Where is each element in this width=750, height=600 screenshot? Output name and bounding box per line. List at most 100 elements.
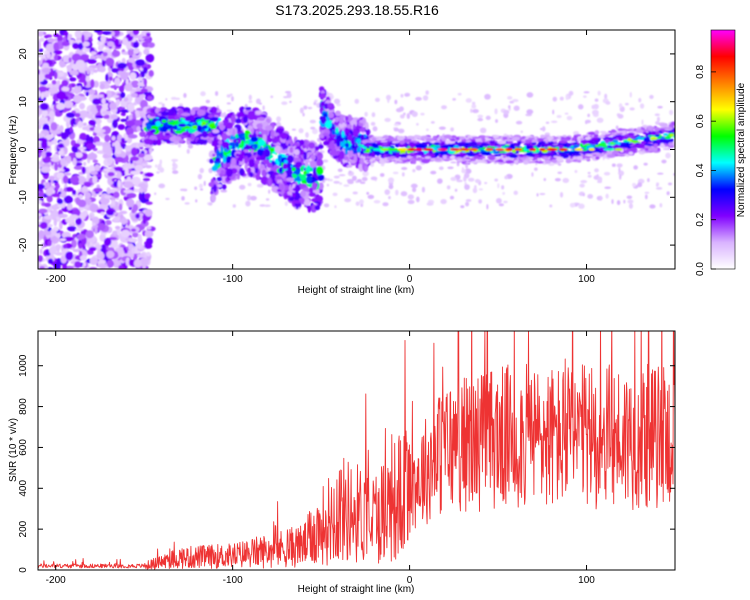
heatmap-cell	[329, 140, 335, 150]
heatmap-cell	[446, 185, 451, 190]
heatmap-cell	[83, 261, 87, 267]
heatmap-cell	[165, 197, 170, 201]
heatmap-cell	[92, 69, 99, 73]
heatmap-cell	[77, 199, 87, 208]
heatmap-cell	[582, 193, 585, 197]
heatmap-cell	[637, 182, 643, 188]
heatmap-cell	[81, 34, 85, 44]
heatmap-cell	[526, 109, 534, 115]
heatmap-cell	[92, 132, 97, 136]
heatmap-cell	[484, 181, 488, 185]
heatmap-cell	[137, 153, 145, 158]
heatmap-cell	[130, 156, 140, 161]
heatmap-cell	[616, 163, 623, 168]
heatmap-cell	[384, 189, 391, 195]
heatmap-cell	[83, 80, 88, 87]
heatmap-cell	[86, 69, 90, 75]
heatmap-cell	[226, 162, 231, 168]
heatmap-cell	[669, 109, 674, 116]
heatmap-cell	[416, 196, 420, 203]
heatmap-cell	[234, 118, 242, 124]
heatmap-cell	[38, 60, 42, 67]
heatmap-cell	[334, 205, 337, 209]
heatmap-cell	[58, 71, 64, 77]
heatmap-cell	[106, 210, 114, 216]
heatmap-cell	[616, 200, 621, 206]
heatmap-cell	[129, 72, 137, 81]
heatmap-cell	[649, 204, 656, 209]
heatmap-cell	[605, 193, 609, 199]
heatmap-cell	[347, 180, 354, 185]
heatmap-cell	[144, 172, 154, 177]
heatmap-cell	[127, 134, 138, 139]
heatmap-cell	[112, 216, 121, 222]
heatmap-cell	[123, 97, 129, 102]
heatmap-cell	[565, 94, 569, 101]
heatmap-cell	[199, 167, 204, 174]
heatmap-cell	[79, 102, 85, 110]
heatmap-cell	[478, 188, 483, 191]
heatmap-cell	[666, 191, 670, 196]
heatmap-cell	[447, 166, 454, 170]
heatmap-cell	[220, 169, 225, 175]
heatmap-cell	[51, 129, 62, 135]
heatmap-cell	[562, 177, 570, 184]
heatmap-cell	[604, 186, 612, 189]
heatmap-cell	[495, 197, 502, 204]
heatmap-cell	[198, 183, 203, 189]
heatmap-cell	[667, 127, 672, 130]
heatmap-cell	[97, 263, 108, 269]
heatmap-cell	[348, 170, 352, 174]
heatmap-cell	[208, 158, 214, 164]
heatmap-cell	[347, 147, 353, 151]
heatmap-cell	[155, 164, 158, 168]
heatmap-cell	[75, 152, 83, 159]
heatmap-cell	[515, 145, 520, 148]
heatmap-cell	[158, 102, 163, 105]
heatmap-cell	[102, 145, 112, 154]
heatmap-cell	[230, 115, 236, 123]
heatmap-cell	[367, 194, 375, 200]
heatmap-cell	[559, 96, 564, 101]
heatmap-cell	[65, 112, 75, 118]
heatmap-cell	[101, 97, 106, 105]
heatmap-cell	[100, 35, 107, 43]
heatmap-cell	[205, 99, 210, 104]
heatmap-cell	[410, 183, 418, 189]
heatmap-cell	[430, 158, 436, 161]
heatmap-cell	[156, 171, 160, 174]
heatmap-cell	[289, 100, 292, 103]
heatmap-cell	[210, 193, 217, 203]
heatmap-cell	[596, 117, 604, 123]
heatmap-cell	[531, 172, 534, 177]
heatmap-cell	[109, 102, 117, 110]
heatmap-cell	[395, 189, 399, 196]
heatmap-cell	[54, 162, 59, 171]
heatmap-cell	[328, 137, 335, 142]
heatmap-cell	[286, 177, 295, 182]
heatmap-cell	[144, 38, 152, 43]
heatmap-cell	[385, 94, 392, 101]
heatmap-cell	[61, 41, 70, 47]
heatmap-cell	[72, 189, 77, 196]
heatmap-cell	[139, 99, 148, 109]
heatmap-cell	[167, 121, 176, 125]
heatmap-cell	[628, 203, 633, 209]
heatmap-cell	[175, 97, 181, 100]
heatmap-cell	[258, 117, 265, 121]
heatmap-cell	[552, 109, 555, 115]
heatmap-cell	[149, 113, 158, 117]
heatmap-cell	[356, 138, 362, 144]
heatmap-cell	[282, 163, 288, 170]
heatmap-cell	[74, 112, 81, 118]
heatmap-cell	[38, 212, 42, 217]
heatmap-cell	[38, 133, 45, 138]
heatmap-cell	[604, 138, 610, 144]
heatmap-cell	[467, 177, 475, 182]
heatmap-cell	[346, 124, 353, 129]
heatmap-cell	[181, 135, 188, 139]
heatmap-cell	[484, 93, 491, 100]
heatmap-cell	[372, 156, 381, 159]
heatmap-cell	[339, 182, 343, 185]
heatmap-cell	[399, 153, 408, 158]
